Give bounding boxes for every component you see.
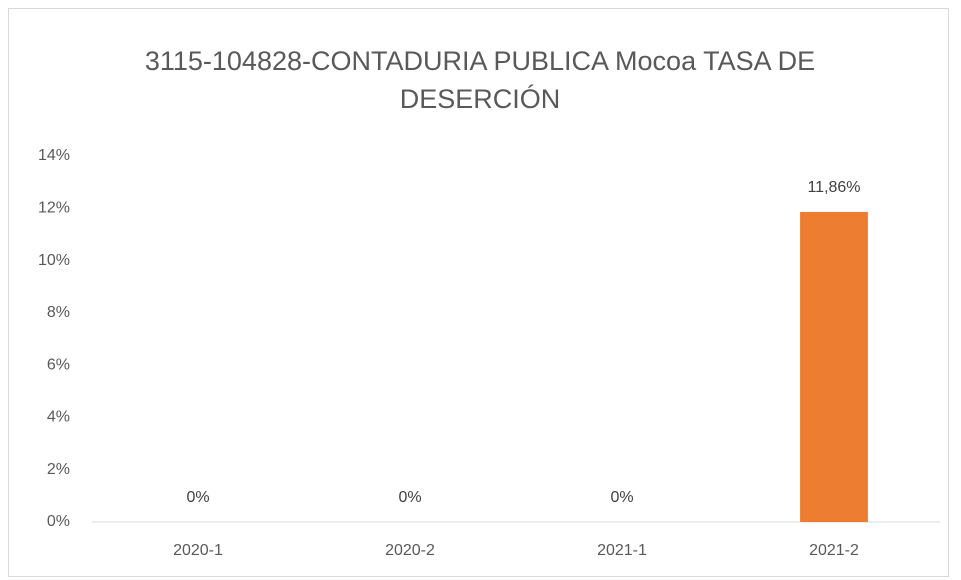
y-tick-label: 14% [38,147,70,164]
data-label: 11,86% [807,179,860,196]
y-tick-label: 10% [38,252,70,269]
data-label: 0% [186,489,209,506]
y-tick-label: 4% [47,409,70,426]
chart-title: 3115-104828-CONTADURIA PUBLICA Mocoa TAS… [144,46,816,114]
x-tick-label: 2020-2 [385,542,435,559]
y-tick-label: 0% [47,513,70,530]
x-tick-label: 2021-1 [597,542,647,559]
y-tick-label: 2% [47,461,70,478]
data-label: 0% [398,489,421,506]
y-tick-label: 6% [47,356,70,373]
data-label: 0% [610,489,633,506]
x-tick-label: 2021-2 [809,542,859,559]
y-tick-label: 12% [38,200,70,217]
y-tick-label: 8% [47,304,70,321]
x-tick-label: 2020-1 [173,542,223,559]
bar [800,211,868,522]
chart-border [8,8,949,577]
